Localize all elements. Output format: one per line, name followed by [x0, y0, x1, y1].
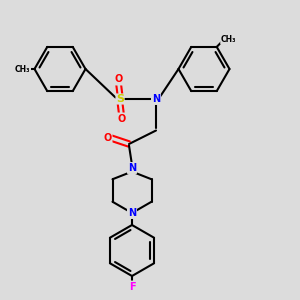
Text: N: N [128, 163, 136, 173]
Text: O: O [117, 113, 126, 124]
Text: N: N [128, 208, 136, 218]
Text: CH₃: CH₃ [15, 64, 30, 74]
Text: O: O [103, 133, 112, 143]
Text: O: O [114, 74, 123, 85]
Text: S: S [116, 94, 124, 104]
Text: N: N [152, 94, 160, 104]
Text: CH₃: CH₃ [221, 34, 236, 43]
Text: F: F [129, 281, 135, 292]
